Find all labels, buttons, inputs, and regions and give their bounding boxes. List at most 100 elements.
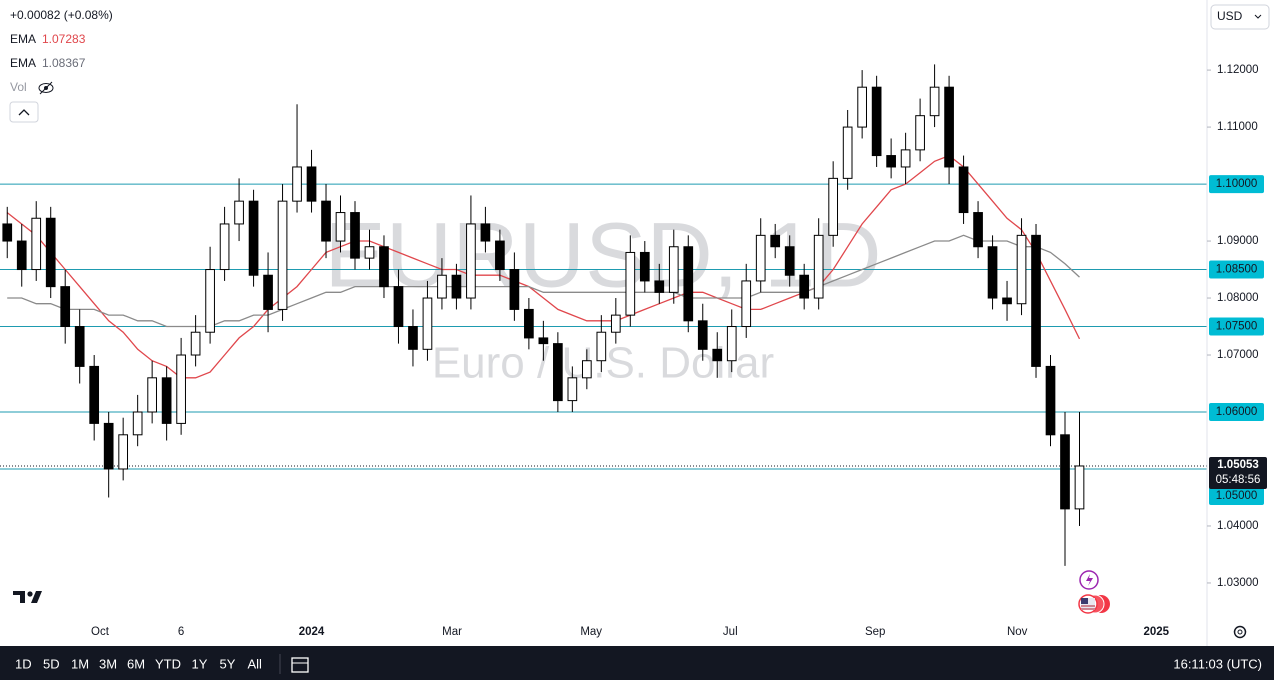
candle-body xyxy=(495,240,505,271)
candle-body xyxy=(581,360,592,379)
compare-icon[interactable] xyxy=(291,657,309,673)
x-tick-label: May xyxy=(580,626,602,638)
level-label-box xyxy=(1209,260,1264,279)
candle-body xyxy=(712,348,723,362)
candle-body xyxy=(828,177,839,236)
candle-body xyxy=(408,326,418,350)
candle-body xyxy=(784,246,795,276)
candle-body xyxy=(335,212,346,242)
last-price-label: 1.05053 xyxy=(1217,459,1259,471)
change-text: +0.00082 (+0.08%) xyxy=(10,8,113,22)
candle-body xyxy=(799,274,810,299)
y-tick-label: 1.09000 xyxy=(1217,235,1259,247)
candle-body xyxy=(60,286,71,328)
settings-icon[interactable] xyxy=(1233,625,1247,639)
candle-body xyxy=(205,269,215,333)
level-label-box xyxy=(1209,403,1264,422)
x-tick-label: Jul xyxy=(723,626,738,638)
legend-value: 1.08367 xyxy=(42,56,86,70)
candle-body xyxy=(103,422,114,470)
candle-body xyxy=(596,331,607,362)
candle-body xyxy=(176,354,186,424)
candle-body xyxy=(1016,234,1027,305)
candle-body xyxy=(944,86,954,168)
candle-body xyxy=(524,308,534,339)
level-label: 1.05000 xyxy=(1216,490,1258,502)
candle-body xyxy=(2,223,13,242)
hide-icon[interactable] xyxy=(38,81,54,95)
x-tick-label: Mar xyxy=(442,626,462,638)
x-tick-label: 2024 xyxy=(299,626,325,638)
range-button[interactable]: 1D xyxy=(15,656,32,671)
candle-body xyxy=(321,200,331,242)
level-label-box xyxy=(1209,175,1264,194)
candle-body xyxy=(234,200,244,225)
x-tick-label: Oct xyxy=(91,626,110,638)
level-label: 1.08500 xyxy=(1216,264,1258,276)
range-button[interactable]: 3M xyxy=(99,656,117,671)
candle-body xyxy=(987,246,998,299)
candle-body xyxy=(364,246,375,259)
candle-body xyxy=(263,274,273,310)
candle-body xyxy=(654,280,665,293)
y-tick-label: 1.04000 xyxy=(1217,520,1259,532)
flag-icon[interactable] xyxy=(1078,594,1110,614)
candle-body xyxy=(813,234,824,299)
volume-label: Vol xyxy=(10,80,27,94)
candle-body xyxy=(451,274,462,299)
candle-body xyxy=(973,212,983,248)
level-label-box xyxy=(1209,486,1264,505)
y-tick-label: 1.12000 xyxy=(1217,64,1259,76)
range-button[interactable]: 6M xyxy=(127,656,145,671)
candle-body xyxy=(437,274,447,299)
candle-body xyxy=(350,212,360,259)
candle-body xyxy=(668,246,679,293)
candle-body xyxy=(89,365,100,424)
range-button[interactable]: 1Y xyxy=(192,656,208,671)
candle-body xyxy=(190,331,201,356)
candle-body xyxy=(132,411,143,436)
range-button[interactable]: 5D xyxy=(43,656,60,671)
range-button[interactable]: 1M xyxy=(71,656,89,671)
level-label: 1.06000 xyxy=(1216,406,1258,418)
range-button[interactable]: YTD xyxy=(155,656,181,671)
candle-body xyxy=(509,269,520,310)
y-tick-label: 1.03000 xyxy=(1217,577,1259,589)
range-button[interactable]: All xyxy=(248,656,263,671)
y-tick-label: 1.07000 xyxy=(1217,349,1259,361)
candle-body xyxy=(683,246,694,322)
candle-body xyxy=(1002,297,1012,305)
candle-body xyxy=(219,223,230,271)
currency-button[interactable]: USD xyxy=(1210,4,1270,30)
y-tick-label: 1.08000 xyxy=(1217,292,1259,304)
level-label: 1.07500 xyxy=(1216,321,1258,333)
candle-body xyxy=(393,286,404,328)
collapse-button[interactable] xyxy=(9,101,39,123)
candle-body xyxy=(306,166,317,202)
plot-area xyxy=(0,64,1207,566)
candle-body xyxy=(379,246,389,288)
last-price-box xyxy=(1209,456,1267,489)
x-tick-label: 6 xyxy=(178,626,184,638)
legend-name: EMA xyxy=(10,56,36,70)
candle-body xyxy=(292,166,302,202)
ema-line xyxy=(7,234,1080,328)
event-icon[interactable] xyxy=(1079,570,1099,590)
candle-body xyxy=(45,217,56,288)
candle-body xyxy=(147,377,157,413)
candle-body xyxy=(422,297,433,350)
candle-body xyxy=(553,343,563,402)
candle-body xyxy=(755,234,766,282)
candle-body xyxy=(1074,465,1085,510)
candle-body xyxy=(538,337,549,345)
candle-body xyxy=(886,155,896,168)
clock: 16:11:03 (UTC) xyxy=(1173,656,1262,671)
candle-body xyxy=(625,251,636,316)
candle-body xyxy=(697,320,708,350)
range-button[interactable]: 5Y xyxy=(220,656,236,671)
candle-body xyxy=(915,115,925,151)
legend-name: EMA xyxy=(10,32,36,46)
level-label-box xyxy=(1209,317,1264,336)
